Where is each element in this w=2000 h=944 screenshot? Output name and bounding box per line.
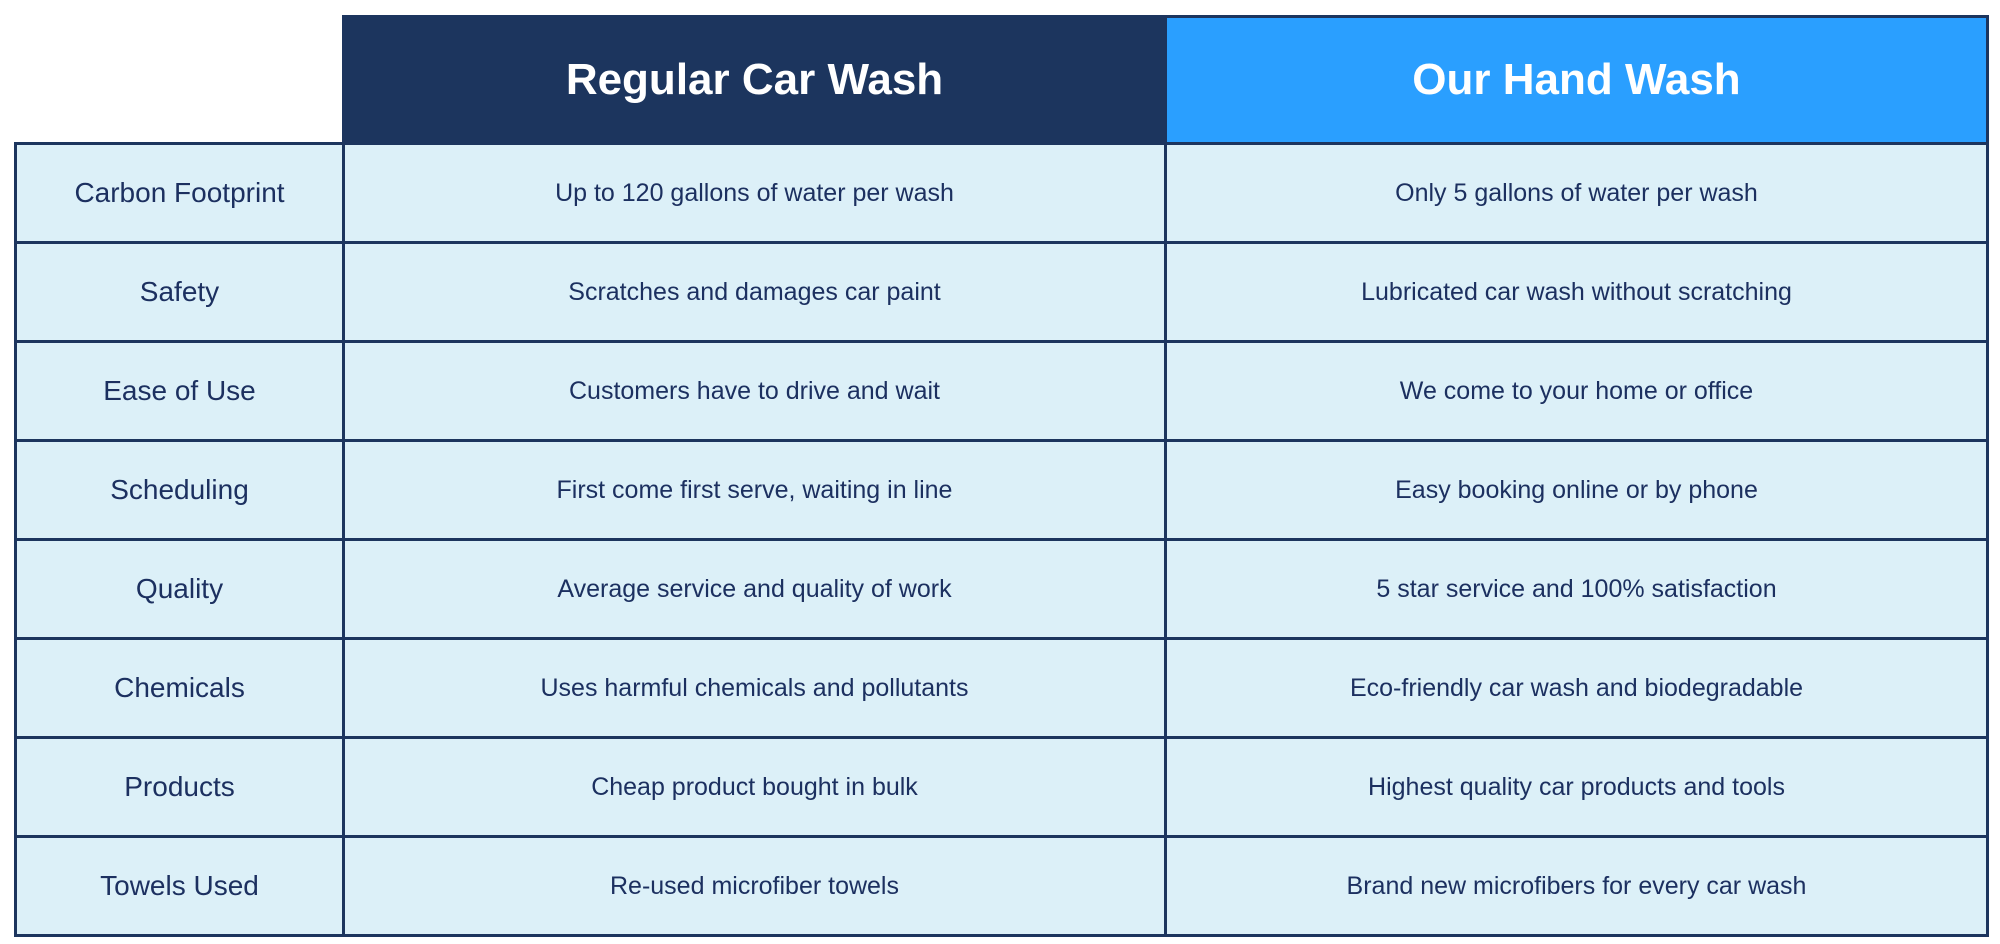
regular-car-wash-cell: Re-used microfiber towels	[342, 835, 1167, 937]
regular-car-wash-cell: First come first serve, waiting in line	[342, 439, 1167, 541]
table-row: Quality Average service and quality of wo…	[14, 538, 1989, 640]
header-row: Regular Car Wash Our Hand Wash	[15, 15, 1989, 145]
header-regular-car-wash: Regular Car Wash	[342, 15, 1167, 145]
regular-car-wash-cell: Up to 120 gallons of water per wash	[342, 142, 1167, 244]
regular-car-wash-cell: Scratches and damages car paint	[342, 241, 1167, 343]
table-row: Safety Scratches and damages car paint Lub…	[14, 241, 1989, 343]
regular-car-wash-cell: Customers have to drive and wait	[342, 340, 1167, 442]
row-label: Scheduling	[14, 439, 345, 541]
row-label: Ease of Use	[14, 340, 345, 442]
regular-car-wash-cell: Average service and quality of work	[342, 538, 1167, 640]
our-hand-wash-cell: 5 star service and 100% satisfaction	[1164, 538, 1989, 640]
our-hand-wash-cell: Easy booking online or by phone	[1164, 439, 1989, 541]
table-row: Chemicals Uses harmful chemicals and poll…	[14, 637, 1989, 739]
table-row: Ease of Use Customers have to drive and w…	[14, 340, 1989, 442]
row-label: Carbon Footprint	[14, 142, 345, 244]
row-label: Quality	[14, 538, 345, 640]
row-label: Towels Used	[14, 835, 345, 937]
table-row: Towels Used Re-used microfiber towels Bran…	[14, 835, 1989, 937]
our-hand-wash-cell: Eco-friendly car wash and biodegradable	[1164, 637, 1989, 739]
regular-car-wash-cell: Cheap product bought in bulk	[342, 736, 1167, 838]
header-blank-cell	[15, 16, 344, 145]
regular-car-wash-cell: Uses harmful chemicals and pollutants	[342, 637, 1167, 739]
our-hand-wash-cell: Only 5 gallons of water per wash	[1164, 142, 1989, 244]
header-our-hand-wash: Our Hand Wash	[1164, 15, 1989, 145]
our-hand-wash-cell: Lubricated car wash without scratching	[1164, 241, 1989, 343]
row-label: Safety	[14, 241, 345, 343]
comparison-table: Regular Car Wash Our Hand Wash Carbon Fo…	[14, 15, 1989, 937]
table-row: Scheduling First come first serve, waitin…	[14, 439, 1989, 541]
table-row: Carbon Footprint Up to 120 gallons of wat…	[14, 142, 1989, 244]
our-hand-wash-cell: Highest quality car products and tools	[1164, 736, 1989, 838]
row-label: Chemicals	[14, 637, 345, 739]
table-row: Products Cheap product bought in bulk High…	[14, 736, 1989, 838]
our-hand-wash-cell: We come to your home or office	[1164, 340, 1989, 442]
our-hand-wash-cell: Brand new microfibers for every car wash	[1164, 835, 1989, 937]
row-label: Products	[14, 736, 345, 838]
